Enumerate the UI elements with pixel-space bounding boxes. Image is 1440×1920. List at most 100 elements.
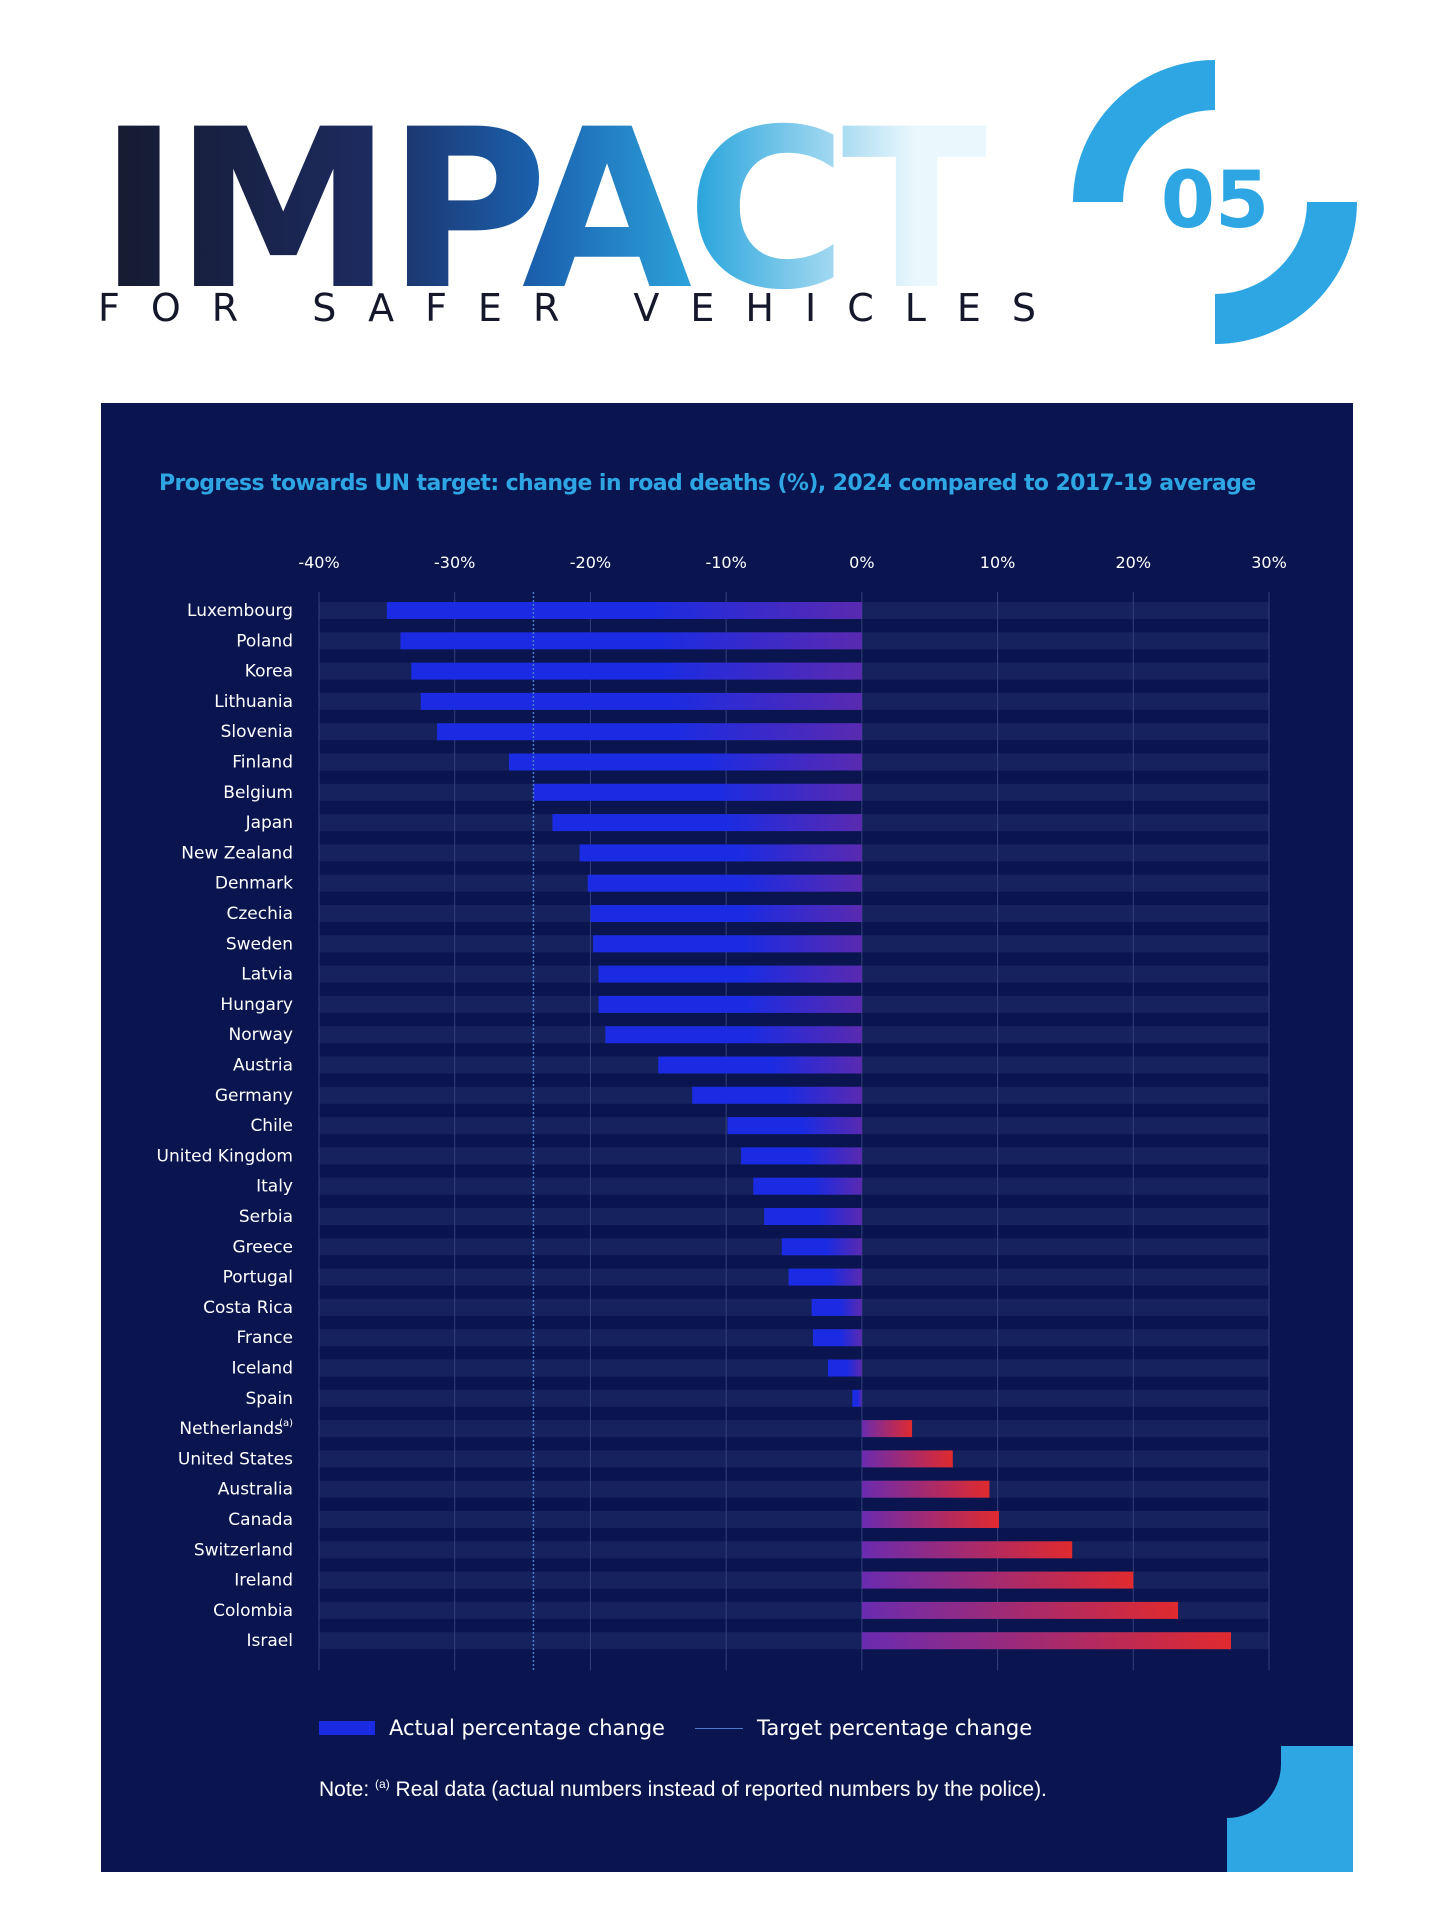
footnote-marker: (a) (375, 1777, 390, 1791)
bar (420, 692, 862, 710)
x-tick-label: -10% (705, 553, 746, 572)
category-label: Korea (245, 662, 293, 682)
category-label: Lithuania (214, 692, 293, 712)
bar (861, 1480, 990, 1498)
category-label: Czechia (226, 904, 293, 924)
footnote: Note: (a) Real data (actual numbers inst… (319, 1777, 1047, 1802)
headline: IMPACT (98, 82, 992, 338)
category-label: Hungary (220, 995, 293, 1015)
x-tick-label: 20% (1116, 553, 1152, 572)
row-band (319, 1389, 1269, 1407)
row-band (319, 1329, 1269, 1347)
category-label: Finland (232, 753, 293, 773)
legend-swatch-actual (319, 1721, 375, 1735)
chapter-badge: 05 (1073, 60, 1357, 344)
category-label: Spain (246, 1389, 294, 1409)
x-tick-label: 30% (1251, 553, 1287, 572)
bar (400, 632, 862, 650)
category-label: Costa Rica (203, 1298, 293, 1318)
bar (533, 783, 862, 801)
x-tick-label: 0% (849, 553, 874, 572)
bar (811, 1298, 862, 1316)
footnote-prefix: Note: (319, 1778, 376, 1801)
category-superscript: (a) (279, 1418, 293, 1429)
legend-label-target: Target percentage change (756, 1716, 1033, 1740)
category-label: Israel (247, 1631, 293, 1651)
bar (788, 1268, 862, 1286)
x-tick-label: -30% (434, 553, 475, 572)
bar (861, 1601, 1179, 1619)
subheadline: FOR SAFER VEHICLES (98, 286, 1068, 330)
category-label: Ireland (234, 1571, 293, 1591)
bar (579, 844, 862, 862)
x-tick-label: -40% (298, 553, 339, 572)
category-label: Poland (236, 631, 293, 651)
category-label: Switzerland (194, 1540, 293, 1560)
bar (861, 1571, 1134, 1589)
bar (741, 1147, 862, 1165)
category-label: United States (178, 1449, 293, 1469)
category-label: Luxembourg (187, 601, 293, 621)
category-label: Japan (245, 813, 293, 833)
category-label: Germany (215, 1086, 293, 1106)
bar (386, 602, 862, 619)
bar (411, 662, 862, 680)
row-band (319, 1480, 1269, 1498)
bar (781, 1238, 862, 1256)
chapter-number: 05 (1161, 156, 1270, 246)
category-label: New Zealand (181, 843, 293, 863)
bar (590, 905, 862, 922)
row-band (319, 1420, 1269, 1438)
category-label: Belgium (223, 783, 293, 803)
category-label: Latvia (241, 965, 293, 985)
category-label: Greece (232, 1237, 293, 1257)
x-tick-label: -20% (570, 553, 611, 572)
bar (509, 753, 862, 771)
row-band (319, 1541, 1269, 1559)
row-band (319, 1359, 1269, 1377)
footnote-text: Real data (actual numbers instead of rep… (389, 1778, 1047, 1801)
category-label: Slovenia (221, 722, 293, 742)
bar (753, 1177, 862, 1195)
bar (605, 1026, 862, 1044)
category-label: Australia (218, 1480, 293, 1500)
category-label: Italy (256, 1177, 293, 1197)
category-label: Denmark (215, 874, 293, 894)
bar (861, 1511, 999, 1528)
bar (587, 874, 862, 892)
category-label: France (236, 1328, 293, 1348)
category-label: Canada (228, 1510, 293, 1530)
legend-label-actual: Actual percentage change (389, 1716, 665, 1740)
category-label: Colombia (213, 1601, 293, 1621)
bar-chart: -40% -30% -20% -10% 0% 10% 20% 30% Luxembourg Pol… (157, 553, 1287, 1671)
row-band (319, 1450, 1269, 1468)
bar (861, 1632, 1231, 1650)
category-label: Netherlands (179, 1419, 283, 1439)
bar (598, 965, 862, 983)
bar (764, 1208, 862, 1225)
bar (861, 1420, 913, 1438)
bar (593, 935, 862, 953)
bar (861, 1541, 1073, 1559)
chart-panel: Progress towards UN target: change in ro… (101, 403, 1353, 1872)
chart-legend: Actual percentage change Target percenta… (319, 1716, 1032, 1740)
bar (727, 1117, 862, 1135)
category-label: United Kingdom (157, 1146, 293, 1166)
category-label: Sweden (226, 934, 293, 954)
row-band (319, 1298, 1269, 1316)
row-band (319, 1511, 1269, 1528)
bar (861, 1450, 953, 1468)
category-label: Iceland (231, 1359, 293, 1379)
category-label: Austria (233, 1056, 293, 1076)
x-tick-label: 10% (980, 553, 1016, 572)
bar (852, 1389, 862, 1407)
legend-swatch-target (694, 1727, 743, 1729)
bar (598, 995, 862, 1013)
category-label: Portugal (223, 1268, 293, 1288)
bar (552, 814, 862, 832)
chart-title: Progress towards UN target: change in ro… (159, 471, 1256, 496)
badge-arc-bottom-right-icon (1215, 202, 1357, 344)
corner-arc-icon (1227, 1746, 1353, 1872)
badge-arc-top-left-icon (1073, 60, 1215, 202)
category-label: Norway (229, 1025, 294, 1045)
